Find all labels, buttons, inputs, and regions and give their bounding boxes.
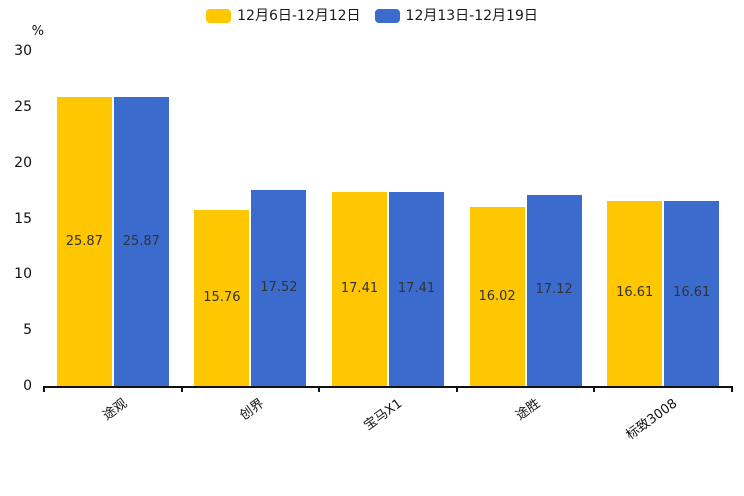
x-category-label: 标致3008 — [623, 396, 681, 444]
bar-value-label: 16.61 — [673, 285, 711, 301]
x-axis-tick — [180, 386, 183, 392]
legend-swatch-icon — [374, 9, 400, 23]
legend: 12月6日-12月12日 12月13日-12月19日 — [0, 8, 744, 24]
legend-swatch-icon — [206, 9, 232, 23]
x-category-label: 创界 — [237, 396, 268, 424]
bar — [113, 97, 169, 386]
legend-label: 12月6日-12月12日 — [237, 8, 361, 24]
y-axis-unit-label: % — [31, 24, 44, 39]
bar — [664, 200, 720, 386]
y-tick-label: 25 — [14, 98, 32, 115]
bar-value-label: 25.87 — [122, 233, 160, 249]
bar — [56, 97, 112, 386]
x-axis-line — [44, 386, 732, 388]
legend-item: 12月6日-12月12日 — [206, 8, 361, 24]
bar-value-label: 17.52 — [260, 280, 298, 296]
bar-value-label: 17.41 — [397, 280, 436, 296]
bar — [332, 191, 387, 386]
bar — [469, 207, 525, 386]
bar — [607, 200, 663, 386]
x-axis-tick — [455, 386, 458, 392]
bar — [526, 194, 582, 386]
bar-value-label: 15.76 — [203, 290, 241, 305]
bar-value-label: 16.02 — [478, 288, 516, 304]
y-tick-label: 0 — [23, 378, 32, 394]
bar — [389, 191, 444, 386]
legend-item: 12月13日-12月19日 — [374, 8, 538, 24]
bar-value-label: 17.41 — [340, 280, 379, 296]
x-category-label: 宝马X1 — [361, 396, 406, 434]
bar-value-label: 17.12 — [535, 282, 573, 298]
x-axis-tick — [318, 386, 321, 392]
y-tick-label: 15 — [14, 210, 32, 227]
y-tick-label: 10 — [14, 266, 32, 283]
bar-value-label: 25.87 — [65, 233, 103, 249]
y-tick-label: 20 — [14, 154, 32, 171]
x-category-label: 途观 — [100, 396, 130, 424]
bar — [251, 190, 307, 386]
bar-value-label: 16.61 — [616, 285, 654, 301]
x-axis-tick — [43, 386, 45, 392]
bar — [194, 210, 250, 386]
legend-label: 12月13日-12月19日 — [405, 8, 538, 24]
y-tick-label: 5 — [23, 322, 32, 339]
x-category-label: 途胜 — [512, 396, 543, 424]
x-axis-tick — [731, 386, 733, 392]
x-axis-tick — [593, 386, 596, 392]
y-tick-label: 30 — [14, 43, 32, 59]
